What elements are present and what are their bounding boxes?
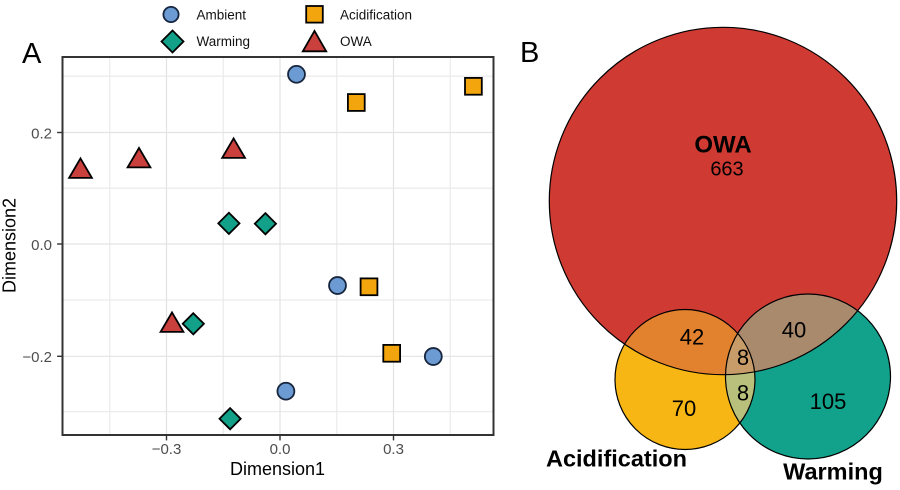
svg-text:105: 105: [810, 389, 847, 414]
svg-text:B: B: [520, 37, 539, 69]
svg-text:OWA: OWA: [340, 34, 372, 49]
svg-text:8: 8: [737, 345, 749, 370]
svg-text:−0.3: −0.3: [152, 441, 182, 458]
svg-text:Ambient: Ambient: [197, 8, 247, 23]
svg-text:−0.2: −0.2: [22, 349, 52, 366]
svg-text:663: 663: [710, 159, 743, 181]
svg-text:0.2: 0.2: [31, 125, 52, 142]
svg-text:Warming: Warming: [783, 459, 883, 485]
svg-text:Dimension1: Dimension1: [230, 459, 325, 479]
svg-text:0.0: 0.0: [31, 237, 52, 254]
svg-text:0.0: 0.0: [270, 441, 291, 458]
svg-text:Acidification: Acidification: [340, 8, 412, 23]
svg-text:OWA: OWA: [694, 132, 751, 159]
svg-text:42: 42: [680, 325, 704, 350]
svg-text:Acidification: Acidification: [546, 446, 687, 472]
svg-text:8: 8: [737, 381, 749, 406]
svg-text:0.3: 0.3: [383, 441, 404, 458]
svg-text:70: 70: [672, 396, 696, 421]
svg-text:Warming: Warming: [197, 34, 251, 49]
svg-text:A: A: [22, 38, 42, 70]
svg-text:40: 40: [782, 318, 806, 343]
svg-text:Dimension2: Dimension2: [0, 198, 20, 293]
